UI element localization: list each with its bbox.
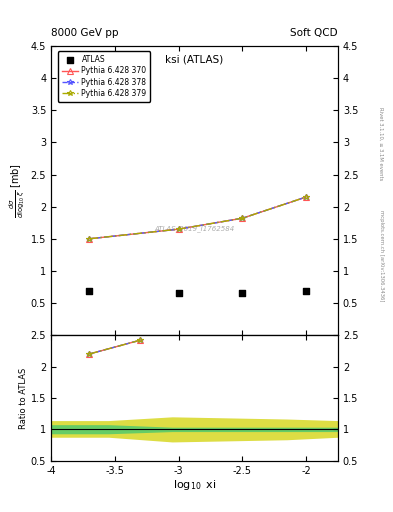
Pythia 6.428 370	[304, 194, 309, 200]
Pythia 6.428 370	[240, 215, 245, 221]
Pythia 6.428 378	[240, 215, 245, 221]
Y-axis label: $\frac{d\sigma}{d\log_{10}\xi}$ [mb]: $\frac{d\sigma}{d\log_{10}\xi}$ [mb]	[7, 163, 27, 218]
Pythia 6.428 370	[176, 226, 181, 232]
Legend: ATLAS, Pythia 6.428 370, Pythia 6.428 378, Pythia 6.428 379: ATLAS, Pythia 6.428 370, Pythia 6.428 37…	[58, 51, 151, 102]
ATLAS	[86, 287, 92, 295]
ATLAS	[239, 289, 246, 297]
Pythia 6.428 370	[87, 236, 92, 242]
Text: Soft QCD: Soft QCD	[290, 28, 338, 38]
Pythia 6.428 379	[87, 236, 92, 242]
Line: Pythia 6.428 370: Pythia 6.428 370	[86, 194, 309, 242]
Line: Pythia 6.428 378: Pythia 6.428 378	[86, 194, 309, 242]
Pythia 6.428 378	[87, 236, 92, 242]
Text: Rivet 3.1.10, ≥ 3.1M events: Rivet 3.1.10, ≥ 3.1M events	[379, 106, 384, 180]
Y-axis label: Ratio to ATLAS: Ratio to ATLAS	[19, 367, 28, 429]
ATLAS	[303, 287, 309, 295]
Pythia 6.428 378	[304, 194, 309, 200]
ATLAS	[175, 289, 182, 297]
Pythia 6.428 379	[176, 226, 181, 232]
Text: mcplots.cern.ch [arXiv:1306.3436]: mcplots.cern.ch [arXiv:1306.3436]	[379, 210, 384, 302]
Text: ATLAS_2019_I1762584: ATLAS_2019_I1762584	[154, 225, 235, 231]
Pythia 6.428 378	[176, 226, 181, 232]
X-axis label: $\log_{10}$ xi: $\log_{10}$ xi	[173, 478, 216, 493]
Text: ksi (ATLAS): ksi (ATLAS)	[165, 55, 224, 65]
Line: Pythia 6.428 379: Pythia 6.428 379	[86, 194, 309, 242]
Pythia 6.428 379	[304, 194, 309, 200]
Text: 8000 GeV pp: 8000 GeV pp	[51, 28, 119, 38]
Pythia 6.428 379	[240, 215, 245, 221]
